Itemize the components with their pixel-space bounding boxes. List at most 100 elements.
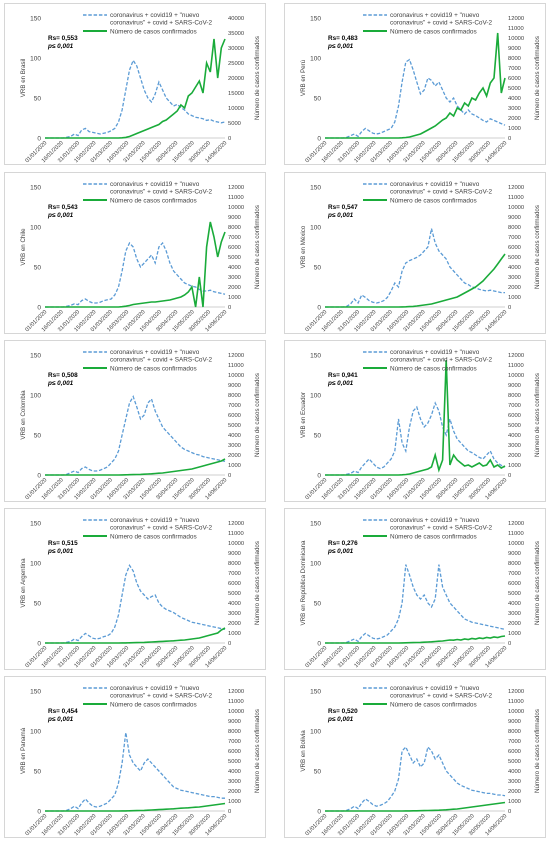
y2-tick-label: 8000 — [508, 225, 521, 231]
series-cases-line — [325, 359, 506, 476]
chart-panel-perú: 0 50 100 150 0 1000 2000 3000 4000 5000 6000 7000 80… — [284, 3, 546, 165]
y-tick-label: 150 — [30, 353, 41, 360]
y-tick-label: 0 — [317, 641, 321, 648]
y2-tick-label: 4000 — [228, 601, 241, 607]
y-tick-label: 50 — [34, 265, 42, 272]
y2-tick-label: 7000 — [508, 739, 521, 745]
y2-tick-label: 2000 — [508, 285, 521, 291]
y-tick-label: 100 — [30, 729, 41, 736]
y2-tick-label: 4000 — [228, 433, 241, 439]
y2-tick-label: 5000 — [228, 759, 241, 765]
y2-tick-label: 5000 — [228, 423, 241, 429]
y2-tick-label: 12000 — [508, 16, 524, 22]
y2-tick-label: 2000 — [228, 453, 241, 459]
chart-panel-panamá: 0 50 100 150 0 1000 2000 3000 4000 5000 6000 7000 80… — [4, 676, 266, 838]
stat-rs-label: Rs= 0,941 — [328, 372, 358, 379]
y-axis-label: VRB en Colombia — [20, 390, 27, 440]
y2-tick-label: 9000 — [228, 383, 241, 389]
y-tick-label: 50 — [34, 769, 42, 776]
y2-tick-label: 7000 — [508, 66, 521, 72]
legend-cases-label: Número de casos confirmados — [110, 29, 197, 36]
legend-search-label: coronavirus + covid19 + "nuevo — [110, 685, 200, 692]
y2-tick-label: 3000 — [228, 779, 241, 785]
series-search-line — [325, 58, 506, 139]
y2-tick-label: 0 — [508, 136, 511, 142]
y2-tick-label: 11000 — [228, 699, 244, 705]
legend-search-label-cont: coronavirus" + covid + SARS-CoV-2 — [110, 357, 213, 364]
y2-tick-label: 5000 — [508, 255, 521, 261]
chart-svg: 0 50 100 150 0 1000 2000 3000 4000 5000 6000 7000 80… — [300, 349, 541, 501]
y2-tick-label: 0 — [228, 136, 231, 142]
y-tick-label: 150 — [30, 16, 41, 23]
y2-tick-label: 0 — [228, 305, 231, 311]
legend-cases-label: Número de casos confirmados — [390, 366, 477, 373]
series-cases-line — [325, 253, 506, 308]
y2-tick-label: 6000 — [508, 76, 521, 82]
y2-tick-label: 1000 — [508, 799, 521, 805]
series-cases-line — [45, 627, 226, 644]
y2-tick-label: 12000 — [508, 521, 524, 527]
y2-tick-label: 8000 — [228, 225, 241, 231]
y-tick-label: 100 — [30, 225, 41, 232]
y2-tick-label: 3000 — [508, 779, 521, 785]
y2-tick-label: 0 — [508, 473, 511, 479]
y2-axis-label: Número de casos confirmados — [534, 541, 541, 625]
chart-svg: 0 50 100 150 0 1000 2000 3000 4000 5000 6000 7000 80… — [20, 685, 261, 837]
y2-tick-label: 2000 — [508, 453, 521, 459]
y2-tick-label: 3000 — [508, 106, 521, 112]
y2-tick-label: 6000 — [508, 245, 521, 251]
chart-svg: 0 50 100 150 0 1000 2000 3000 4000 5000 6000 7000 80… — [20, 181, 261, 333]
chart-panel-méxico: 0 50 100 150 0 1000 2000 3000 4000 5000 6000 7000 80… — [284, 172, 546, 334]
y-tick-label: 100 — [310, 56, 321, 63]
y2-tick-label: 6000 — [228, 245, 241, 251]
series-cases-line — [45, 458, 226, 476]
y2-tick-label: 0 — [508, 641, 511, 647]
y2-tick-label: 6000 — [228, 749, 241, 755]
y2-tick-label: 11000 — [228, 195, 244, 201]
y-tick-label: 0 — [317, 136, 321, 143]
y2-tick-label: 8000 — [228, 393, 241, 399]
chart-svg: 0 50 100 150 0 1000 2000 3000 4000 5000 6000 7000 80… — [300, 517, 541, 669]
y-tick-label: 0 — [37, 641, 41, 648]
legend-cases-label: Número de casos confirmados — [110, 702, 197, 709]
y-tick-label: 50 — [314, 96, 322, 103]
y-tick-label: 50 — [314, 769, 322, 776]
y2-tick-label: 12000 — [508, 353, 524, 359]
stat-rs-label: Rs= 0,520 — [328, 708, 358, 715]
stat-rs-label: Rs= 0,547 — [328, 204, 358, 211]
legend-search-label: coronavirus + covid19 + "nuevo — [390, 685, 480, 692]
y2-tick-label: 0 — [228, 473, 231, 479]
legend-cases-label: Número de casos confirmados — [390, 198, 477, 205]
legend-cases-label: Número de casos confirmados — [110, 198, 197, 205]
legend-search-label: coronavirus + covid19 + "nuevo — [110, 12, 200, 19]
y2-tick-label: 9000 — [228, 719, 241, 725]
y2-tick-label: 8000 — [508, 561, 521, 567]
stat-p-label: p≤ 0,001 — [327, 716, 354, 723]
y-tick-label: 0 — [317, 473, 321, 480]
y-tick-label: 0 — [317, 809, 321, 816]
y2-tick-label: 3000 — [228, 611, 241, 617]
y2-tick-label: 0 — [228, 641, 231, 647]
y-tick-label: 150 — [310, 521, 321, 528]
y2-tick-label: 6000 — [228, 581, 241, 587]
y2-tick-label: 25000 — [228, 61, 244, 67]
chart-svg: 0 50 100 150 0 1000 2000 3000 4000 5000 6000 7000 80… — [20, 349, 261, 501]
y2-tick-label: 10000 — [508, 709, 524, 715]
y-tick-label: 150 — [310, 353, 321, 360]
y-tick-label: 100 — [310, 561, 321, 568]
legend-cases-label: Número de casos confirmados — [390, 29, 477, 36]
legend-search-label-cont: coronavirus" + covid + SARS-CoV-2 — [390, 525, 493, 532]
y2-tick-label: 10000 — [228, 373, 244, 379]
y-tick-label: 100 — [30, 56, 41, 63]
y2-tick-label: 7000 — [508, 571, 521, 577]
y2-tick-label: 12000 — [508, 185, 524, 191]
legend-search-label: coronavirus + covid19 + "nuevo — [390, 349, 480, 356]
y2-tick-label: 6000 — [228, 413, 241, 419]
y2-tick-label: 5000 — [508, 759, 521, 765]
y2-tick-label: 6000 — [508, 413, 521, 419]
y2-axis-label: Número de casos confirmados — [534, 205, 541, 289]
y-tick-label: 100 — [310, 393, 321, 400]
y2-tick-label: 2000 — [228, 789, 241, 795]
series-cases-line — [45, 38, 226, 139]
